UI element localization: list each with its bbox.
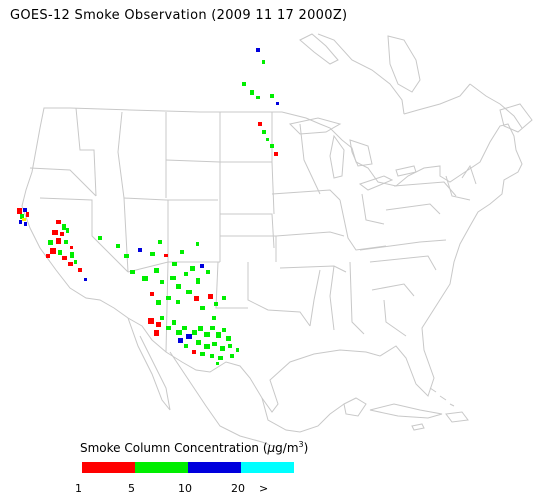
state-line-21 (349, 261, 365, 335)
legend-title-prefix: Smoke Column Concentration ( (80, 441, 268, 455)
state-line-22 (299, 123, 321, 195)
state-line-23 (339, 199, 387, 251)
legend-swatch-green (135, 462, 188, 473)
state-line-13 (220, 235, 277, 262)
newfoundland (499, 103, 533, 133)
state-line-32 (461, 164, 477, 185)
state-line-19 (309, 269, 321, 327)
state-line-25 (385, 203, 441, 215)
legend-unit-rest: g/m (275, 441, 299, 455)
state-line-3 (39, 197, 129, 273)
legend-tick-label: > (259, 482, 269, 495)
yucatan (343, 397, 367, 417)
legend-title: Smoke Column Concentration (μg/m3) (80, 440, 308, 455)
state-line-7 (165, 159, 272, 163)
mexico-west-coast (169, 351, 279, 449)
lake-huron (349, 139, 373, 167)
legend-title-suffix: ) (303, 441, 309, 455)
legend-tick-labels: 1 5 10 20 > (0, 482, 540, 498)
cuba (369, 403, 443, 419)
legend-tick-label: 5 (128, 482, 135, 495)
smoke-cluster-southwest (98, 236, 226, 310)
legend-color-bar (82, 462, 294, 473)
state-line-30 (393, 181, 457, 197)
bahamas (429, 387, 455, 407)
smoke-cluster-az-nm (148, 316, 239, 365)
lake-superior (288, 117, 342, 135)
state-line-29 (383, 299, 407, 337)
baja (127, 317, 171, 411)
us-outline (21, 107, 523, 413)
legend-tick-label: 20 (231, 482, 245, 495)
state-line-5 (123, 197, 218, 201)
hispaniola (445, 411, 469, 423)
smoke-cluster-ca-coast (17, 208, 29, 226)
legend-swatch-cyan (241, 462, 294, 473)
lake-erie (358, 175, 394, 191)
state-line-4 (117, 111, 129, 273)
state-line-2 (29, 167, 97, 197)
state-line-28 (371, 283, 415, 297)
state-line-15 (271, 112, 275, 215)
state-line-31 (445, 175, 471, 201)
smoke-cluster-north (242, 48, 279, 156)
state-line-9 (167, 200, 220, 263)
lake-ontario (395, 165, 417, 177)
lake-michigan (329, 134, 345, 179)
legend-unit-sup: 3 (298, 440, 304, 449)
labrador (469, 83, 523, 129)
mexico-gulf (261, 397, 345, 433)
legend-tick-label: 10 (178, 482, 192, 495)
map-title: GOES-12 Smoke Observation (2009 11 17 20… (10, 8, 348, 23)
state-line-20 (329, 265, 335, 331)
state-line-17 (275, 231, 345, 237)
state-line-24 (361, 193, 385, 225)
state-line-26 (359, 239, 447, 251)
state-line-12 (220, 213, 275, 249)
greenland (387, 35, 421, 93)
north-coast (299, 33, 339, 65)
legend-tick-label: 1 (75, 482, 82, 495)
state-line-14 (247, 262, 311, 327)
state-line-16 (271, 189, 341, 201)
state-line-1 (75, 107, 97, 197)
state-line-27 (369, 255, 437, 271)
state-line-11 (215, 261, 248, 309)
legend-swatch-blue (188, 462, 241, 473)
state-line-18 (279, 265, 347, 273)
hudson-bay (317, 33, 405, 115)
jamaica (411, 423, 425, 431)
canada-coast (403, 83, 471, 115)
state-line-10 (127, 261, 169, 353)
smoke-cluster-central-ca (46, 220, 87, 281)
legend-swatch-red (82, 462, 135, 473)
legend-unit-mu: μ (267, 441, 276, 455)
smoke-observations (17, 48, 279, 365)
